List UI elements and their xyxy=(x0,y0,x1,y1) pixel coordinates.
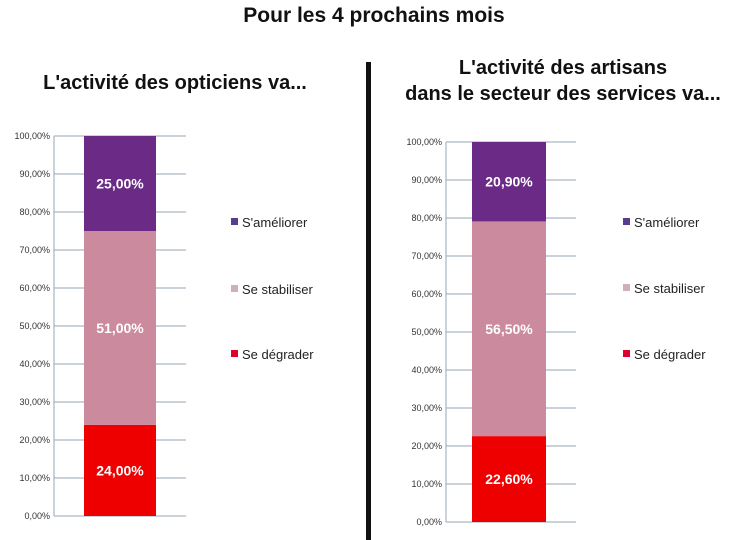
legend-label-stabiliser: Se stabiliser xyxy=(242,282,313,297)
bar-segment-stabiliser xyxy=(84,231,156,425)
y-tick-label: 100,00% xyxy=(14,131,50,141)
legend-label-ameliorer: S'améliorer xyxy=(634,215,700,230)
y-tick-label: 70,00% xyxy=(411,251,442,261)
chart-title-artisans: L'activité des artisans dans le secteur … xyxy=(405,57,721,105)
y-tick-label: 20,00% xyxy=(411,441,442,451)
y-tick-label: 100,00% xyxy=(406,137,442,147)
y-tick-label: 50,00% xyxy=(19,321,50,331)
y-tick-label: 50,00% xyxy=(411,327,442,337)
bar-segment-stabiliser xyxy=(472,221,546,437)
y-tick-label: 60,00% xyxy=(19,283,50,293)
bar-segment-degrader xyxy=(472,436,546,522)
y-tick-label: 20,00% xyxy=(19,435,50,445)
page-title: Pour les 4 prochains mois xyxy=(243,4,505,27)
legend-marker-ameliorer xyxy=(623,218,630,225)
y-tick-label: 30,00% xyxy=(411,403,442,413)
legend-label-degrader: Se dégrader xyxy=(634,347,706,362)
data-label-degrader: 24,00% xyxy=(96,462,144,478)
y-tick-label: 80,00% xyxy=(19,207,50,217)
legend-marker-degrader xyxy=(623,350,630,357)
y-tick-label: 10,00% xyxy=(19,473,50,483)
data-label-ameliorer: 25,00% xyxy=(96,176,144,192)
y-tick-label: 10,00% xyxy=(411,479,442,489)
legend-marker-ameliorer xyxy=(231,218,238,225)
legend-marker-stabiliser xyxy=(623,284,630,291)
data-label-ameliorer: 20,90% xyxy=(485,174,533,190)
legend-label-stabiliser: Se stabiliser xyxy=(634,281,705,296)
panel-divider xyxy=(366,62,371,540)
y-tick-label: 60,00% xyxy=(411,289,442,299)
legend-label-ameliorer: S'améliorer xyxy=(242,215,308,230)
legend-marker-degrader xyxy=(231,350,238,357)
legend-marker-stabiliser xyxy=(231,285,238,292)
y-tick-label: 90,00% xyxy=(19,169,50,179)
bar-segment-ameliorer xyxy=(84,136,156,231)
y-tick-label: 0,00% xyxy=(416,517,442,527)
bar-segment-degrader xyxy=(84,424,156,516)
y-tick-label: 90,00% xyxy=(411,175,442,185)
y-tick-label: 80,00% xyxy=(411,213,442,223)
legend-label-degrader: Se dégrader xyxy=(242,347,314,362)
y-tick-label: 40,00% xyxy=(19,359,50,369)
bar-segment-ameliorer xyxy=(472,142,546,222)
y-tick-label: 30,00% xyxy=(19,397,50,407)
data-label-stabiliser: 56,50% xyxy=(485,321,533,337)
chart-title-opticiens: L'activité des opticiens va... xyxy=(43,72,307,94)
y-tick-label: 40,00% xyxy=(411,365,442,375)
data-label-degrader: 22,60% xyxy=(485,471,533,487)
y-tick-label: 0,00% xyxy=(24,511,50,521)
y-tick-label: 70,00% xyxy=(19,245,50,255)
data-label-stabiliser: 51,00% xyxy=(96,320,144,336)
